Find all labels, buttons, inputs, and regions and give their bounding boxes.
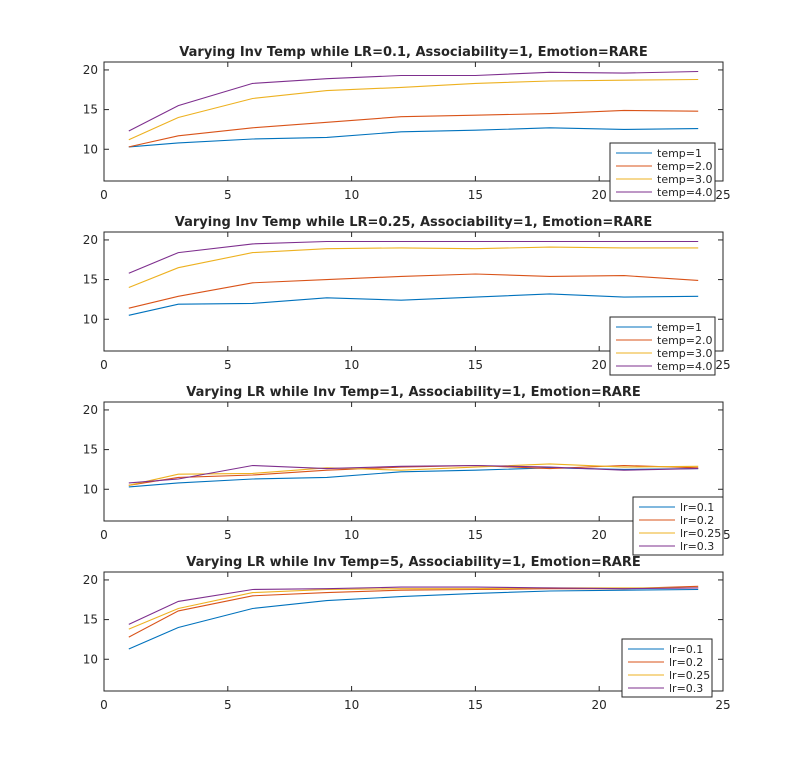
x-tick-label: 0 — [100, 528, 108, 542]
x-tick-label: 10 — [344, 188, 359, 202]
x-tick-label: 15 — [468, 358, 483, 372]
legend-label: lr=0.1 — [669, 643, 703, 656]
legend-label: temp=2.0 — [657, 334, 713, 347]
legend-label: lr=0.25 — [669, 669, 710, 682]
y-tick-label: 15 — [83, 273, 98, 287]
series-line-3 — [128, 246, 699, 289]
y-tick-label: 20 — [83, 573, 98, 587]
y-tick-label: 15 — [83, 443, 98, 457]
y-tick-label: 15 — [83, 613, 98, 627]
chart-panel-1: Varying Inv Temp while LR=0.1, Associabi… — [83, 45, 731, 202]
series-line-3 — [128, 463, 699, 486]
y-tick-label: 10 — [83, 482, 98, 496]
x-tick-label: 15 — [468, 188, 483, 202]
chart-title: Varying Inv Temp while LR=0.1, Associabi… — [179, 45, 647, 60]
x-tick-label: 0 — [100, 188, 108, 202]
legend-label: lr=0.3 — [680, 540, 714, 553]
series-line-2 — [128, 109, 699, 148]
axes-box — [103, 571, 724, 692]
x-tick-label: 15 — [468, 528, 483, 542]
legend-label: temp=2.0 — [657, 160, 713, 173]
x-tick-label: 20 — [592, 188, 607, 202]
legend-label: temp=3.0 — [657, 347, 713, 360]
y-tick-label: 20 — [83, 403, 98, 417]
axes-box — [103, 61, 724, 182]
series-line-4 — [128, 586, 699, 625]
legend-label: lr=0.1 — [680, 501, 714, 514]
chart-panel-3: Varying LR while Inv Temp=1, Associabili… — [83, 385, 731, 556]
plot-area — [104, 572, 723, 691]
x-tick-label: 10 — [344, 528, 359, 542]
x-tick-label: 25 — [715, 188, 730, 202]
chart-panel-2: Varying Inv Temp while LR=0.25, Associab… — [83, 215, 731, 376]
x-tick-label: 20 — [592, 358, 607, 372]
x-tick-label: 5 — [224, 698, 232, 712]
x-tick-label: 20 — [592, 528, 607, 542]
chart-title: Varying LR while Inv Temp=5, Associabili… — [186, 555, 640, 570]
chart-title: Varying Inv Temp while LR=0.25, Associab… — [175, 215, 652, 230]
x-tick-label: 5 — [224, 358, 232, 372]
x-tick-label: 15 — [468, 698, 483, 712]
legend-label: temp=1 — [657, 147, 702, 160]
legend-label: temp=4.0 — [657, 360, 713, 373]
legend-label: lr=0.2 — [680, 514, 714, 527]
x-tick-label: 5 — [224, 528, 232, 542]
axes-box — [103, 401, 724, 522]
axes-box — [103, 231, 724, 352]
x-tick-label: 0 — [100, 358, 108, 372]
x-tick-label: 25 — [715, 358, 730, 372]
x-tick-label: 25 — [715, 698, 730, 712]
series-line-3 — [128, 78, 699, 141]
series-line-4 — [128, 240, 699, 274]
y-tick-label: 20 — [83, 63, 98, 77]
y-tick-label: 10 — [83, 652, 98, 666]
legend-label: temp=3.0 — [657, 173, 713, 186]
x-tick-label: 10 — [344, 358, 359, 372]
legend-label: temp=4.0 — [657, 186, 713, 199]
legend-label: lr=0.2 — [669, 656, 703, 669]
chart-panel-4: Varying LR while Inv Temp=5, Associabili… — [83, 555, 731, 712]
y-tick-label: 10 — [83, 142, 98, 156]
series-line-1 — [128, 293, 699, 316]
legend-label: temp=1 — [657, 321, 702, 334]
series-line-4 — [128, 464, 699, 484]
x-tick-label: 0 — [100, 698, 108, 712]
series-line-4 — [128, 70, 699, 132]
series-line-2 — [128, 273, 699, 309]
chart-title: Varying LR while Inv Temp=1, Associabili… — [186, 385, 640, 400]
x-tick-label: 10 — [344, 698, 359, 712]
x-tick-label: 20 — [592, 698, 607, 712]
y-tick-label: 10 — [83, 312, 98, 326]
series-line-1 — [128, 127, 699, 148]
legend-label: lr=0.3 — [669, 682, 703, 695]
plot-area — [104, 402, 723, 521]
series-line-1 — [128, 588, 699, 650]
legend-label: lr=0.25 — [680, 527, 721, 540]
y-tick-label: 15 — [83, 103, 98, 117]
x-tick-label: 5 — [224, 188, 232, 202]
y-tick-label: 20 — [83, 233, 98, 247]
